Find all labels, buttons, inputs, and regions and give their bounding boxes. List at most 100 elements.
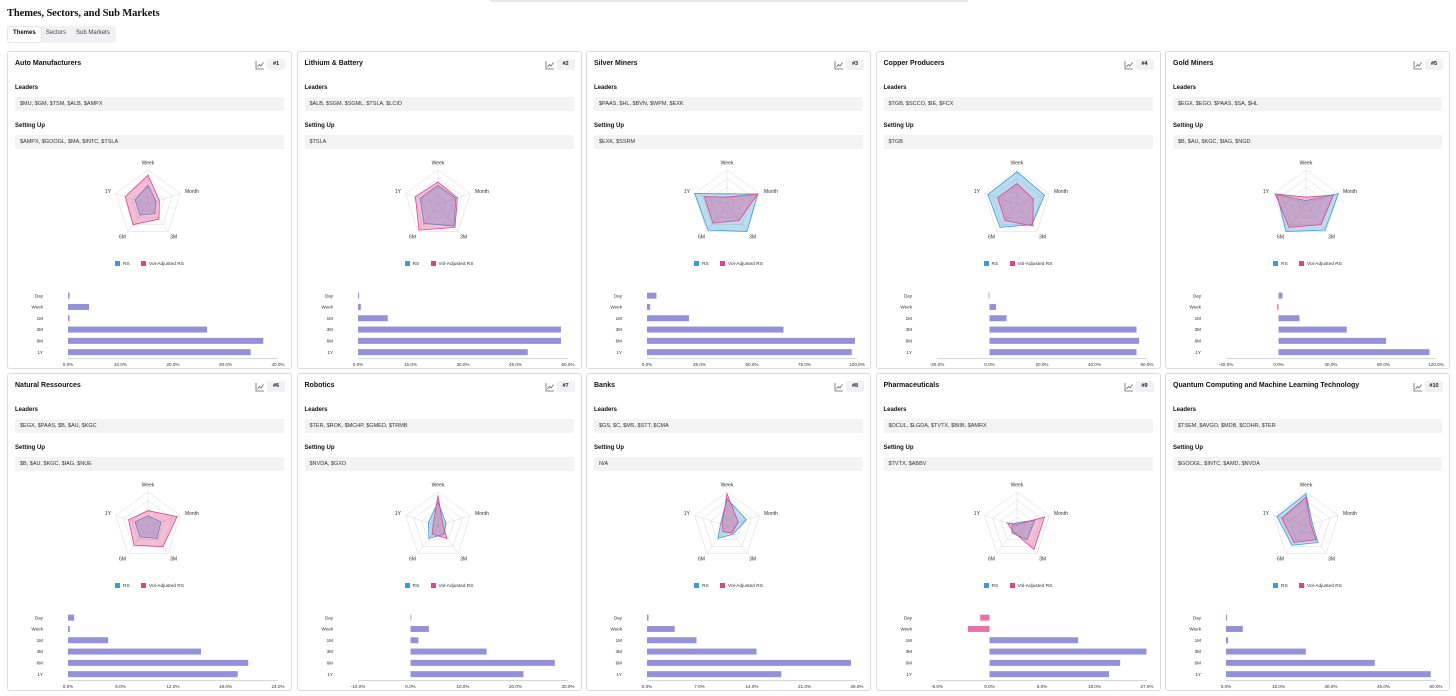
bar-6m[interactable] bbox=[647, 659, 851, 666]
legend-vol-adjusted-rs[interactable]: Vol-Adjusted RS bbox=[430, 261, 473, 267]
legend-vol-adjusted-rs[interactable]: Vol-Adjusted RS bbox=[141, 583, 184, 589]
bar-week[interactable] bbox=[1226, 625, 1243, 632]
legend-rs[interactable]: RS bbox=[115, 261, 130, 267]
legend-rs[interactable]: RS bbox=[404, 583, 419, 589]
bar-1m[interactable] bbox=[647, 315, 689, 322]
bar-day[interactable] bbox=[647, 292, 657, 299]
bar-week[interactable] bbox=[68, 625, 70, 632]
chart-icon[interactable] bbox=[1124, 60, 1134, 70]
legend-rs[interactable]: RS bbox=[1273, 583, 1288, 589]
legend-vol-adjusted-rs[interactable]: Vol-Adjusted RS bbox=[1009, 583, 1052, 589]
bar-day[interactable] bbox=[647, 614, 649, 621]
bar-day[interactable] bbox=[68, 292, 70, 299]
bar-1m[interactable] bbox=[410, 637, 418, 644]
bar-day[interactable] bbox=[979, 614, 989, 621]
bar-6m[interactable] bbox=[989, 659, 1120, 666]
bar-day[interactable] bbox=[68, 614, 75, 621]
legend-rs[interactable]: RS bbox=[115, 583, 130, 589]
bar-1m[interactable] bbox=[1226, 637, 1229, 644]
bar-1y[interactable] bbox=[647, 671, 782, 678]
chart-icon[interactable] bbox=[834, 382, 844, 392]
bar-1m[interactable] bbox=[68, 637, 109, 644]
bar-6m[interactable] bbox=[410, 659, 555, 666]
chart-icon[interactable] bbox=[545, 60, 555, 70]
bar-6m[interactable] bbox=[357, 337, 561, 344]
rank-badge: #9 bbox=[1135, 381, 1154, 392]
bar-6m[interactable] bbox=[1278, 337, 1387, 344]
bar-week[interactable] bbox=[1277, 303, 1279, 310]
bar-3m[interactable] bbox=[647, 326, 784, 333]
bar-1y[interactable] bbox=[410, 671, 523, 678]
chart-icon[interactable] bbox=[1413, 382, 1423, 392]
bar-day[interactable] bbox=[1226, 614, 1228, 621]
legend-vol-adjusted-rs[interactable]: Vol-Adjusted RS bbox=[430, 583, 473, 589]
bar-day[interactable] bbox=[357, 292, 359, 299]
legend-rs[interactable]: RS bbox=[694, 261, 709, 267]
bar-1y[interactable] bbox=[1278, 349, 1430, 356]
bar-3m[interactable] bbox=[1226, 648, 1306, 655]
bar-3m[interactable] bbox=[68, 648, 201, 655]
bar-1m[interactable] bbox=[647, 637, 697, 644]
bar-1m[interactable] bbox=[1278, 315, 1300, 322]
chart-icon[interactable] bbox=[834, 60, 844, 70]
bar-1y[interactable] bbox=[647, 349, 852, 356]
legend-rs-label: RS bbox=[123, 583, 130, 589]
bar-6m[interactable] bbox=[989, 337, 1139, 344]
legend-vol-adjusted-rs[interactable]: Vol-Adjusted RS bbox=[720, 583, 763, 589]
legend-vol-adjusted-rs[interactable]: Vol-Adjusted RS bbox=[141, 261, 184, 267]
bar-1m[interactable] bbox=[989, 315, 1007, 322]
legend-vol-adjusted-rs[interactable]: Vol-Adjusted RS bbox=[1299, 261, 1342, 267]
theme-card: Silver Miners #3 Leaders $PAAS, $HL, $BV… bbox=[586, 51, 871, 369]
tab-themes[interactable]: Themes bbox=[8, 27, 41, 42]
bar-6m[interactable] bbox=[647, 337, 855, 344]
bar-3m[interactable] bbox=[989, 326, 1136, 333]
bar-3m[interactable] bbox=[1278, 326, 1347, 333]
legend-rs[interactable]: RS bbox=[983, 261, 998, 267]
bar-week[interactable] bbox=[647, 625, 675, 632]
bar-day[interactable] bbox=[410, 614, 411, 621]
bar-week[interactable] bbox=[989, 303, 996, 310]
bar-day[interactable] bbox=[988, 292, 990, 299]
bar-1y[interactable] bbox=[989, 671, 1109, 678]
bar-1y[interactable] bbox=[989, 349, 1136, 356]
chart-icon[interactable] bbox=[1124, 382, 1134, 392]
chart-icon[interactable] bbox=[255, 382, 265, 392]
legend-rs[interactable]: RS bbox=[694, 583, 709, 589]
bar-week[interactable] bbox=[68, 303, 89, 310]
bar-3m[interactable] bbox=[357, 326, 561, 333]
legend-vol-adjusted-rs[interactable]: Vol-Adjusted RS bbox=[1299, 583, 1342, 589]
bar-6m[interactable] bbox=[68, 337, 264, 344]
bar-3m[interactable] bbox=[989, 648, 1146, 655]
legend-rs[interactable]: RS bbox=[1273, 261, 1288, 267]
bar-1y[interactable] bbox=[68, 349, 251, 356]
radar-grid-ring bbox=[694, 491, 760, 554]
bar-3m[interactable] bbox=[410, 648, 487, 655]
radar-legend: RS Vol-Adjusted RS bbox=[877, 261, 1160, 269]
chart-icon[interactable] bbox=[1413, 60, 1423, 70]
bar-1m[interactable] bbox=[68, 315, 70, 322]
bar-week[interactable] bbox=[410, 625, 429, 632]
bar-week[interactable] bbox=[967, 625, 989, 632]
bar-1y[interactable] bbox=[1226, 671, 1431, 678]
bar-week[interactable] bbox=[647, 303, 651, 310]
chart-icon[interactable] bbox=[255, 60, 265, 70]
bar-3m[interactable] bbox=[68, 326, 208, 333]
legend-rs-swatch bbox=[983, 583, 989, 588]
legend-rs[interactable]: RS bbox=[983, 583, 998, 589]
legend-vol-adjusted-rs[interactable]: Vol-Adjusted RS bbox=[1009, 261, 1052, 267]
legend-rs[interactable]: RS bbox=[404, 261, 419, 267]
legend-vol-adjusted-rs[interactable]: Vol-Adjusted RS bbox=[720, 261, 763, 267]
bar-1m[interactable] bbox=[989, 637, 1078, 644]
radar-grid-ring bbox=[718, 195, 736, 212]
bar-week[interactable] bbox=[357, 303, 361, 310]
bar-6m[interactable] bbox=[68, 659, 249, 666]
bar-1y[interactable] bbox=[68, 671, 238, 678]
bar-1m[interactable] bbox=[357, 315, 388, 322]
tab-sectors[interactable]: Sectors bbox=[45, 30, 67, 36]
tab-sub-markets[interactable]: Sub Markets bbox=[76, 30, 110, 36]
bar-6m[interactable] bbox=[1226, 659, 1375, 666]
bar-day[interactable] bbox=[1278, 292, 1283, 299]
bar-3m[interactable] bbox=[647, 648, 757, 655]
chart-icon[interactable] bbox=[545, 382, 555, 392]
bar-1y[interactable] bbox=[357, 349, 528, 356]
